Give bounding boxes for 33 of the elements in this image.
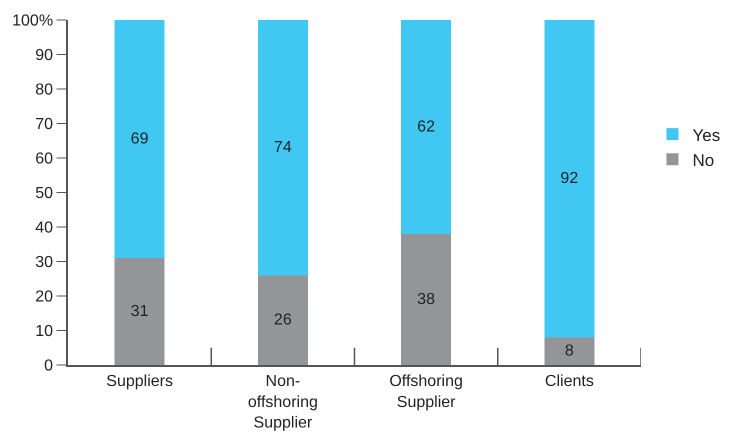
y-tick-label: 40 xyxy=(35,220,54,237)
bar xyxy=(258,20,308,276)
y-tick-label: 70 xyxy=(35,116,54,134)
y-tick-label: 90 xyxy=(35,47,54,64)
x-tick-label: Non-offshoring Supplier xyxy=(248,372,318,432)
y-tick-label: 20 xyxy=(35,288,54,306)
x-tick-label: Offshoring Supplier xyxy=(389,372,463,411)
y-tick-label: 0 xyxy=(44,358,54,375)
y-tick-label: 60 xyxy=(35,150,54,168)
y-tick-label: 30 xyxy=(35,254,54,272)
y-tick-label: 80 xyxy=(35,82,54,99)
bar xyxy=(114,258,165,365)
data-label: 26 xyxy=(274,312,292,329)
x-tick-label: Suppliers xyxy=(106,372,173,390)
y-tick-label: 10 xyxy=(35,323,54,340)
bar xyxy=(258,275,308,365)
legend-label: No xyxy=(692,150,714,170)
data-label: 62 xyxy=(417,118,436,136)
data-label: 69 xyxy=(130,130,149,148)
bar xyxy=(114,20,165,258)
x-tick-label: Clients xyxy=(544,372,594,390)
data-label: 92 xyxy=(560,170,578,188)
bar xyxy=(401,20,452,234)
data-label: 38 xyxy=(417,290,436,308)
y-tick-label: 100% xyxy=(12,12,54,30)
bar xyxy=(401,234,452,365)
bar xyxy=(544,20,594,338)
bar xyxy=(544,337,594,365)
legend-label: Yes xyxy=(692,126,720,145)
data-label: 74 xyxy=(274,139,292,156)
data-label: 8 xyxy=(564,342,574,360)
data-label: 31 xyxy=(130,303,149,320)
y-tick-label: 50 xyxy=(35,185,54,202)
